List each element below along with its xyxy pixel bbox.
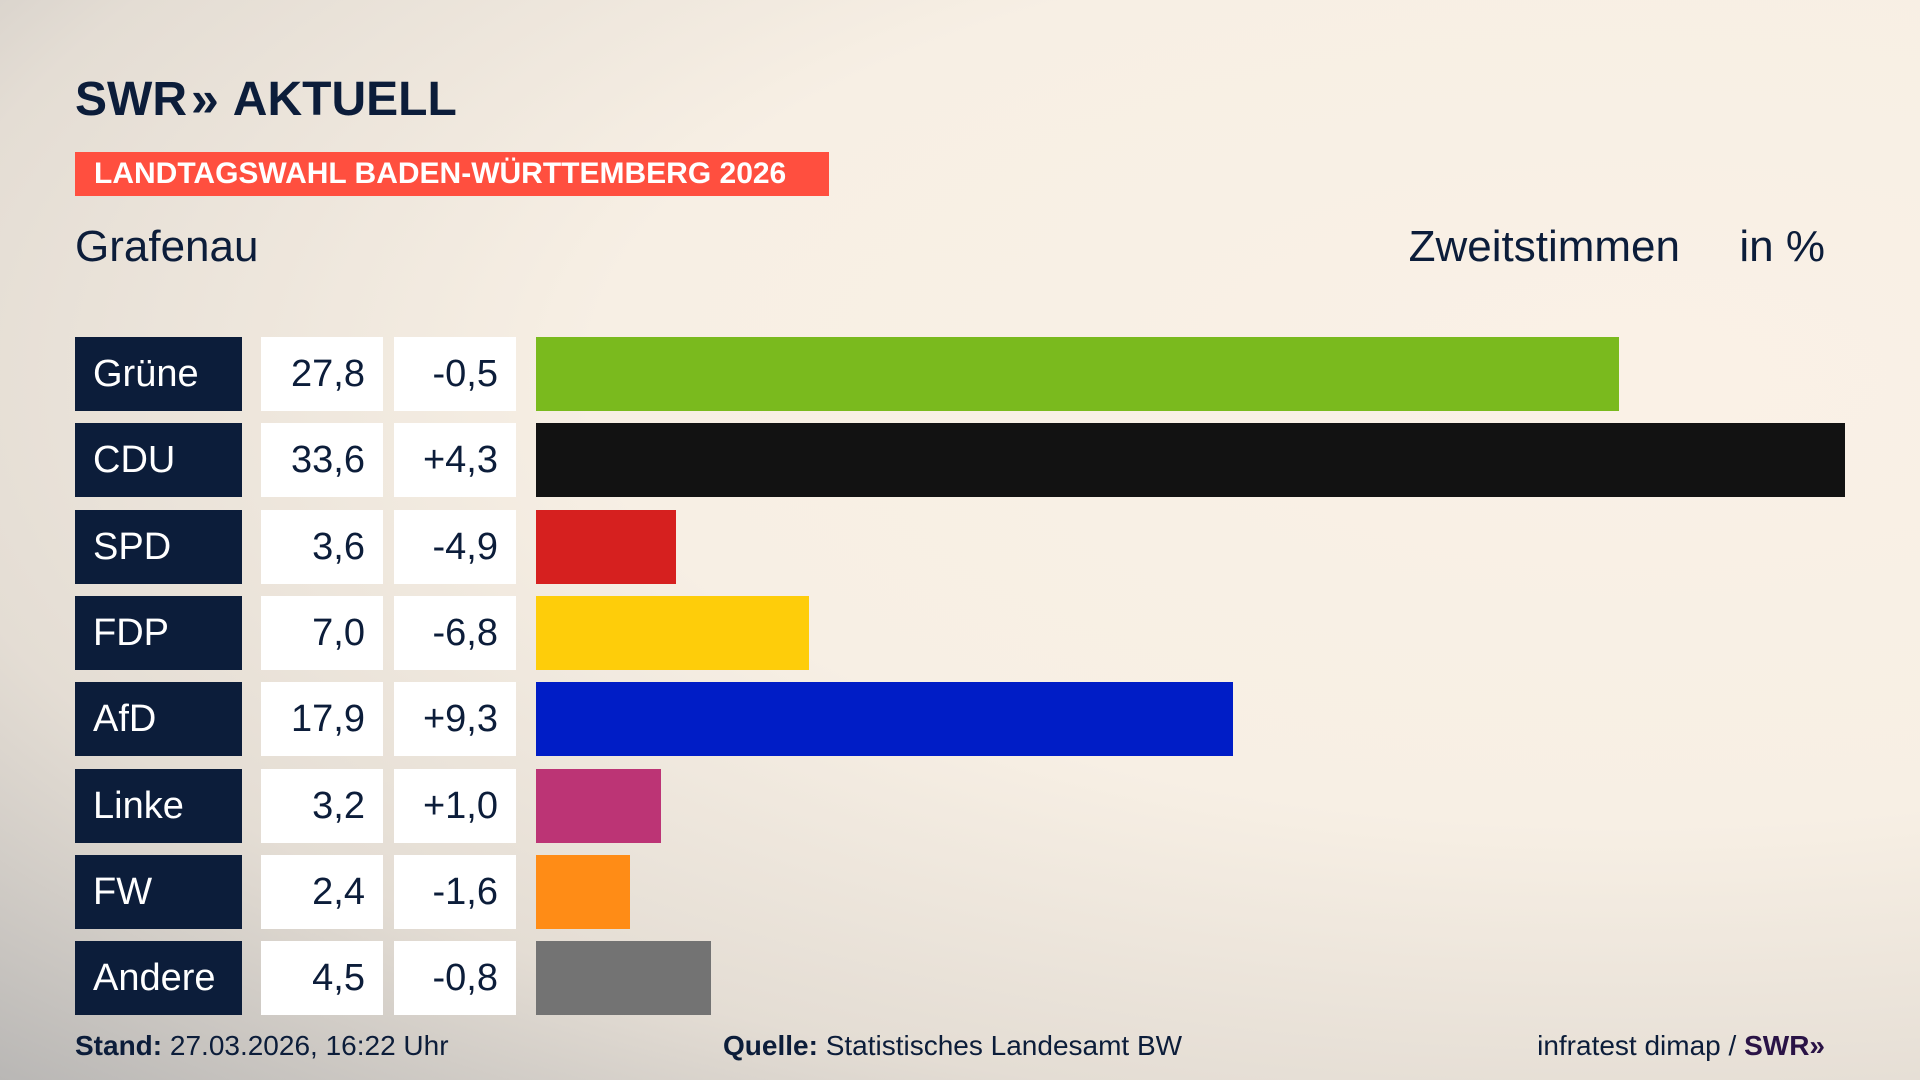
stand-label: Stand: [75,1030,163,1061]
swr-aktuell-logo: SWR» AKTUELL [75,70,457,128]
bar [536,682,1234,757]
source-label: Quelle: [723,1030,818,1061]
source: Quelle: Statistisches Landesamt BW [723,1030,1182,1062]
value-label: 33,6 [261,423,383,498]
bar [536,595,809,670]
logo-text: SWR [75,72,187,126]
stand-value: 27.03.2026, 16:22 Uhr [169,1030,449,1061]
change-label: -4,9 [394,509,516,584]
change-label: -6,8 [394,595,516,670]
chevrons-icon: » [1809,1030,1825,1061]
change-label: +4,3 [394,423,516,498]
election-banner: LANDTAGSWAHL BADEN-WÜRTTEMBERG 2026 [75,152,829,196]
change-label: +9,3 [394,682,516,757]
unit-label: in % [1739,222,1825,271]
party-label: AfD [75,682,242,757]
logo-suffix: AKTUELL [232,72,457,126]
value-label: 3,6 [261,509,383,584]
value-label: 7,0 [261,595,383,670]
bar [536,423,1845,498]
change-label: -1,6 [394,854,516,929]
value-label: 2,4 [261,854,383,929]
change-label: +1,0 [394,768,516,843]
credit: infratest dimap / SWR» [1537,1030,1825,1062]
timestamp: Stand: 27.03.2026, 16:22 Uhr [75,1030,449,1062]
bar [536,509,677,584]
bar [536,854,630,929]
source-value: Statistisches Landesamt BW [825,1030,1183,1061]
bar [536,337,1620,411]
chevrons-icon: » [190,71,219,127]
swr-small-logo: SWR [1744,1030,1810,1061]
party-label: CDU [75,423,242,498]
party-label: Grüne [75,337,242,411]
party-label: FDP [75,595,242,670]
region-title: Grafenau [75,222,259,271]
change-label: -0,8 [394,941,516,1016]
value-label: 17,9 [261,682,383,757]
bar [536,768,661,843]
party-label: Andere [75,941,242,1016]
party-label: FW [75,854,242,929]
value-label: 27,8 [261,337,383,411]
value-label: 4,5 [261,941,383,1016]
bar [536,941,712,1016]
change-label: -0,5 [394,337,516,411]
credit-text: infratest dimap / [1537,1030,1737,1061]
metric-label: Zweitstimmen [1408,222,1680,271]
value-label: 3,2 [261,768,383,843]
party-label: Linke [75,768,242,843]
party-label: SPD [75,509,242,584]
